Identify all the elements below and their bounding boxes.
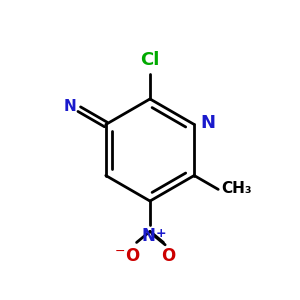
Text: O: O [161, 247, 176, 265]
Text: CH₃: CH₃ [222, 181, 252, 196]
Text: O: O [125, 247, 139, 265]
Text: +: + [155, 227, 166, 240]
Text: N: N [64, 100, 76, 115]
Text: −: − [115, 245, 125, 258]
Text: Cl: Cl [140, 51, 160, 69]
Text: N: N [201, 114, 216, 132]
Text: N: N [142, 227, 155, 245]
